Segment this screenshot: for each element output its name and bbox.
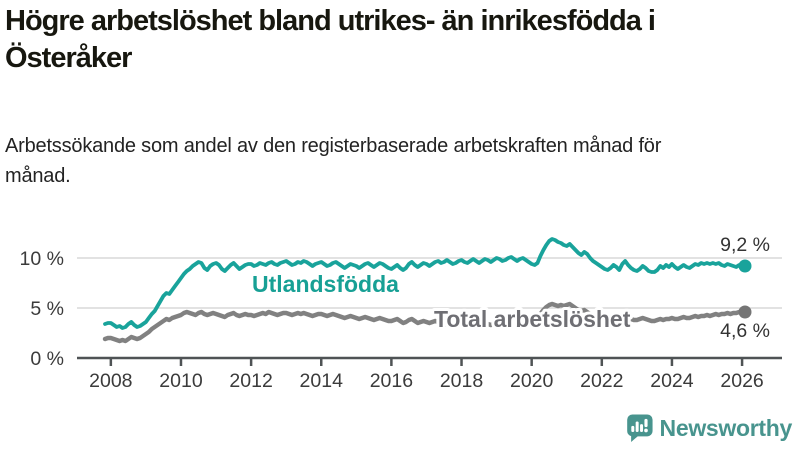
x-tick-label: 2022: [580, 370, 623, 392]
end-point-dot-total: [738, 305, 752, 319]
x-tick-label: 2016: [370, 370, 413, 392]
x-tick-label: 2026: [720, 370, 763, 392]
y-tick-label: 0 %: [30, 348, 64, 370]
series-label-total-arbetsloshet: Total arbetslöshet: [434, 306, 631, 332]
x-tick-label: 2012: [229, 370, 272, 392]
end-point-dot-utlandsfodda: [738, 259, 752, 273]
x-tick-label: 2008: [89, 370, 132, 392]
series-label-utlandsfodda: Utlandsfödda: [252, 271, 399, 297]
page-title: Högre arbetslöshet bland utrikes- än inr…: [5, 5, 656, 74]
logo-text: Newsworthy: [659, 414, 793, 441]
newsworthy-logo: Newsworthy: [625, 413, 792, 443]
x-tick-label: 2010: [159, 370, 203, 392]
end-value-label-total: 4,6 %: [720, 320, 770, 342]
x-tick-label: 2014: [300, 370, 344, 392]
x-tick-label: 2020: [510, 370, 554, 392]
y-tick-label: 10 %: [20, 248, 64, 270]
x-tick-label: 2024: [650, 370, 694, 392]
y-tick-label: 5 %: [30, 298, 64, 320]
end-value-label-utlandsfodda: 9,2 %: [720, 234, 770, 256]
chart-subtitle: Arbetssökande som andel av den registerb…: [5, 135, 662, 187]
x-tick-label: 2018: [440, 370, 483, 392]
chart-plot-area: 2008 2010 2012 2014 2016 2018 2020 2022 2024 2026…: [20, 237, 782, 392]
series-line-total: [102, 301, 748, 344]
series-line-utlandsfodda: [103, 237, 747, 330]
newsworthy-chart-bubble-icon: [626, 414, 653, 442]
